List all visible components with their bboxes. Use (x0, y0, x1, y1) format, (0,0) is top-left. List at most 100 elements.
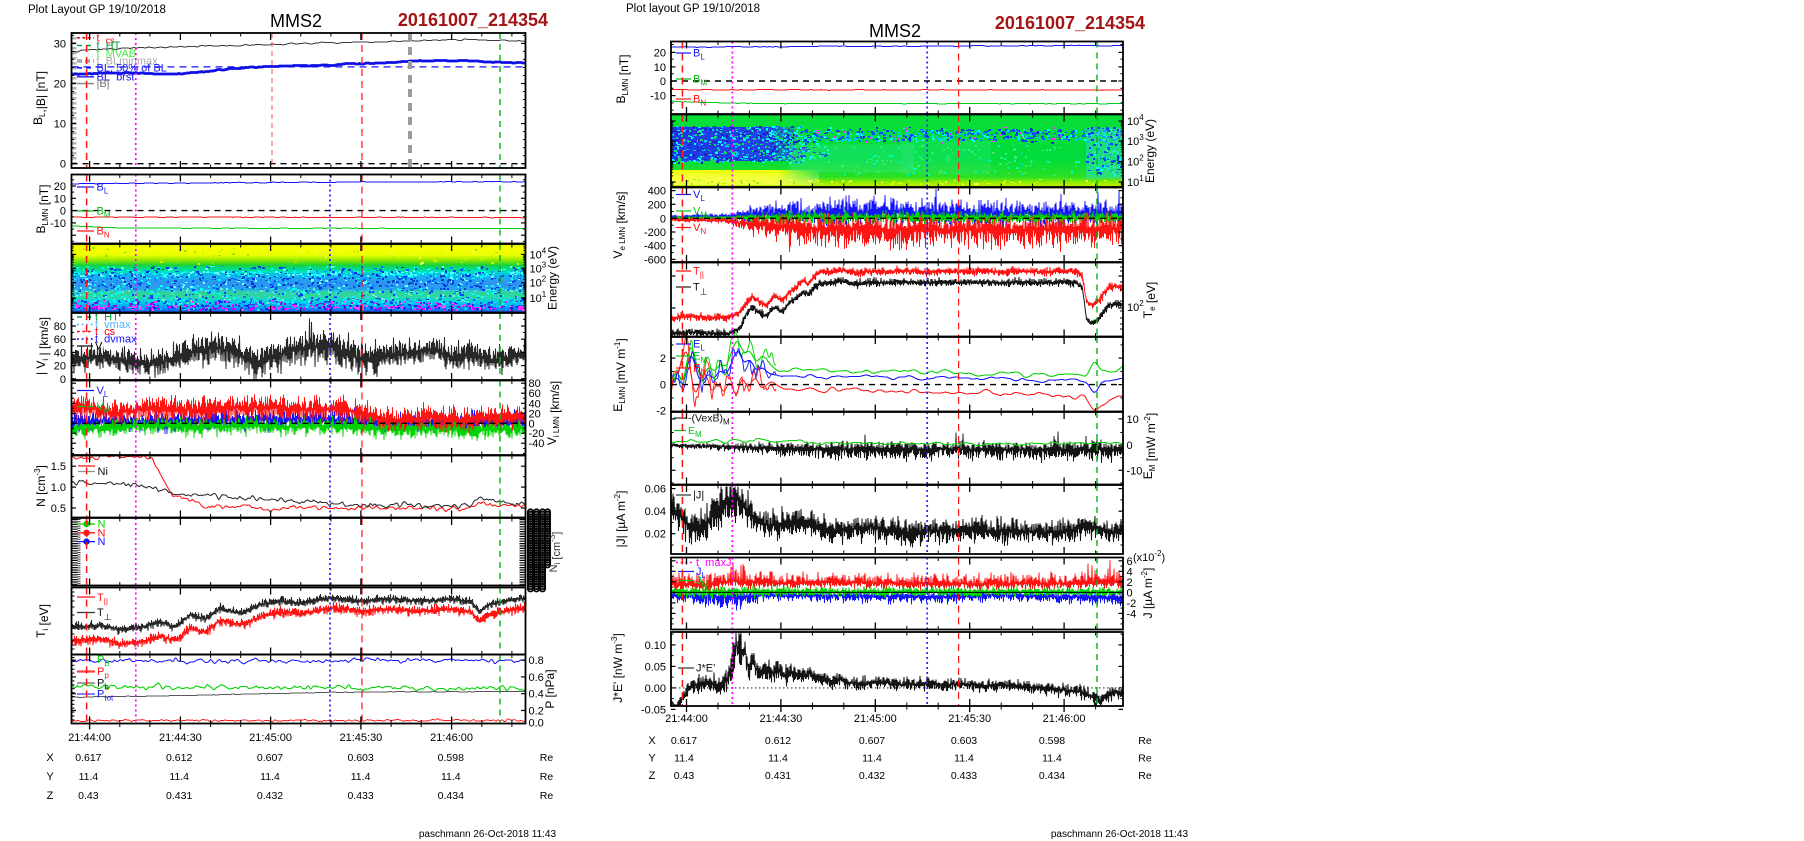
svg-text:Plot layout GP 19/10/2018: Plot layout GP 19/10/2018 (626, 3, 760, 15)
svg-text:60: 60 (529, 388, 541, 400)
svg-text:-20: -20 (529, 428, 545, 440)
svg-text:X: X (46, 752, 54, 764)
svg-text:T||: T|| (693, 266, 704, 280)
svg-text:1.5: 1.5 (51, 461, 66, 473)
svg-text:J*E' [nW m-3]: J*E' [nW m-3] (610, 633, 625, 702)
svg-text:BL brst: BL brst (97, 71, 135, 83)
svg-text:0.603: 0.603 (951, 735, 977, 747)
svg-text:-4: -4 (1127, 608, 1137, 620)
svg-text:0: 0 (529, 418, 535, 430)
svg-text:20: 20 (54, 79, 66, 91)
svg-text:0.8: 0.8 (529, 655, 544, 667)
svg-text:20: 20 (54, 361, 66, 373)
svg-text:10: 10 (54, 119, 66, 131)
svg-text:Re: Re (1138, 735, 1152, 747)
svg-text:21:44:30: 21:44:30 (159, 732, 202, 744)
svg-text:Plot Layout GP 19/10/2018: Plot Layout GP 19/10/2018 (28, 4, 166, 16)
svg-text:0.598: 0.598 (438, 752, 464, 764)
svg-text:|B|: |B| (97, 78, 110, 90)
svg-text:t maxJ: t maxJ (696, 557, 731, 569)
svg-text:21:45:30: 21:45:30 (339, 732, 382, 744)
svg-text:-40: -40 (529, 438, 545, 450)
svg-text:Re: Re (540, 771, 554, 783)
svg-text:0.603: 0.603 (347, 752, 373, 764)
svg-text:0.431: 0.431 (166, 790, 192, 802)
svg-text:0.05: 0.05 (645, 661, 666, 673)
svg-text:0.00: 0.00 (645, 683, 666, 695)
svg-text:-0.05: -0.05 (641, 704, 666, 716)
svg-text:80: 80 (54, 321, 66, 333)
svg-text:N: N (98, 536, 106, 548)
svg-text:21:46:00: 21:46:00 (1043, 713, 1086, 725)
svg-text:0.607: 0.607 (859, 735, 885, 747)
svg-text:21:44:00: 21:44:00 (68, 732, 111, 744)
svg-text:-10: -10 (650, 91, 666, 103)
svg-text:0.432: 0.432 (859, 770, 885, 782)
svg-text:0.607: 0.607 (257, 752, 283, 764)
svg-text:6: 6 (1127, 556, 1133, 568)
svg-text:0: 0 (660, 76, 666, 88)
svg-text:t MVAB: t MVAB (97, 48, 137, 60)
svg-text:0: 0 (60, 206, 66, 218)
svg-text:4: 4 (1127, 566, 1133, 578)
svg-text:BLMN [nT]: BLMN [nT] (34, 185, 51, 234)
svg-text:0.433: 0.433 (347, 790, 373, 802)
svg-text:400: 400 (648, 186, 666, 198)
svg-text:t dvmax: t dvmax (95, 334, 137, 346)
svg-text:MMS2: MMS2 (869, 21, 921, 41)
svg-text:t HT: t HT (97, 40, 121, 52)
svg-text:Z: Z (47, 790, 54, 802)
svg-text:60: 60 (54, 334, 66, 346)
svg-text:Ni: Ni (98, 466, 108, 478)
svg-text:21:46:00: 21:46:00 (430, 732, 473, 744)
svg-text:21:45:00: 21:45:00 (249, 732, 292, 744)
svg-text:0.612: 0.612 (765, 735, 791, 747)
svg-text:40: 40 (529, 398, 541, 410)
svg-text:t vmax: t vmax (95, 319, 131, 331)
svg-text:11.4: 11.4 (441, 771, 461, 783)
svg-text:80: 80 (529, 378, 541, 390)
svg-text:|J| [µA m-2]: |J| [µA m-2] (613, 491, 628, 548)
svg-text:0.5: 0.5 (51, 503, 66, 515)
svg-text:0: 0 (60, 374, 66, 386)
svg-text:0.10: 0.10 (645, 640, 666, 652)
svg-text:0.617: 0.617 (671, 735, 697, 747)
svg-text:21:44:00: 21:44:00 (665, 713, 708, 725)
svg-text:Re: Re (540, 790, 554, 802)
svg-text:Y: Y (648, 753, 656, 765)
svg-text:0.02: 0.02 (645, 529, 666, 541)
svg-text:J*E': J*E' (696, 663, 715, 675)
svg-text:BL,|B| [nT]: BL,|B| [nT] (31, 71, 48, 125)
svg-text:20: 20 (654, 47, 666, 59)
svg-text:20: 20 (54, 181, 66, 193)
svg-text:200: 200 (648, 199, 666, 211)
svg-text:21:44:30: 21:44:30 (759, 713, 802, 725)
svg-text:0.434: 0.434 (1039, 770, 1065, 782)
svg-text:0.2: 0.2 (529, 706, 544, 718)
svg-text:paschmann 26-Oct-2018 11:43: paschmann 26-Oct-2018 11:43 (1051, 829, 1189, 840)
svg-text:2: 2 (1127, 577, 1133, 589)
svg-text:20161007_214354: 20161007_214354 (995, 13, 1145, 33)
svg-text:0.43: 0.43 (674, 770, 695, 782)
svg-text:Re: Re (1138, 753, 1152, 765)
svg-text:-2: -2 (656, 406, 666, 418)
svg-text:0: 0 (60, 159, 66, 171)
svg-text:-600: -600 (644, 254, 666, 266)
svg-text:t cs: t cs (97, 32, 116, 45)
svg-text:11.4: 11.4 (674, 753, 694, 765)
svg-text:0.598: 0.598 (1039, 735, 1065, 747)
svg-text:T||: T|| (97, 592, 108, 606)
svg-text:Re: Re (1138, 770, 1152, 782)
svg-text:Z: Z (649, 770, 656, 782)
svg-text:11.4: 11.4 (351, 771, 371, 783)
svg-text:21:45:00: 21:45:00 (854, 713, 897, 725)
svg-text:paschmann 26-Oct-2018 11:43: paschmann 26-Oct-2018 11:43 (419, 829, 557, 840)
svg-text:21:45:30: 21:45:30 (948, 713, 991, 725)
svg-text:10: 10 (1127, 414, 1139, 426)
svg-text:0.617: 0.617 (75, 752, 101, 764)
svg-text:11.4: 11.4 (1042, 753, 1062, 765)
svg-text:-200: -200 (644, 227, 666, 239)
svg-text:BLMN [nT]: BLMN [nT] (614, 55, 631, 104)
svg-text:P [nPa]: P [nPa] (543, 669, 557, 708)
svg-text:JL: JL (696, 566, 707, 580)
